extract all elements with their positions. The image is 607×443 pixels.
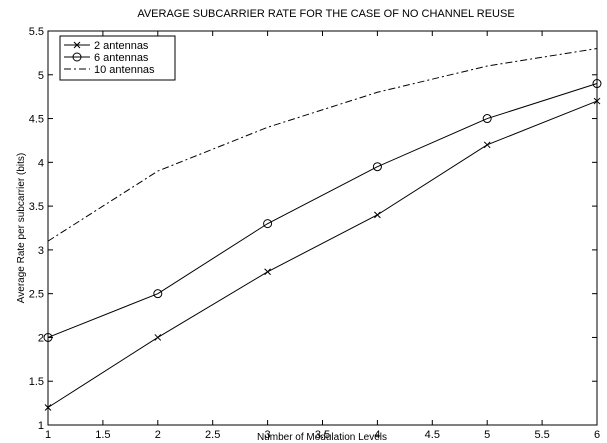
y-tick-label: 4 xyxy=(38,157,44,169)
x-tick-label: 3.5 xyxy=(315,429,330,441)
y-tick-label: 2.5 xyxy=(29,289,44,301)
legend-marker-1 xyxy=(72,52,82,62)
series-lines xyxy=(47,48,598,408)
y-tick-label: 3.5 xyxy=(29,201,44,213)
x-tick-label: 4 xyxy=(374,429,380,441)
series-markers xyxy=(43,79,602,411)
series-line-2 xyxy=(47,48,598,242)
legend-label-2: 10 antennas xyxy=(94,64,155,76)
series-line-0 xyxy=(47,100,598,408)
x-tick-label: 5.5 xyxy=(534,429,549,441)
x-tick-label: 3 xyxy=(265,429,271,441)
x-axis-label: Number of Modulation Levels xyxy=(257,432,387,443)
y-tick-label: 5.5 xyxy=(29,26,44,38)
data-point-1-0 xyxy=(43,332,53,342)
legend-marker-0 xyxy=(73,41,81,49)
x-tick-label: 6 xyxy=(594,429,600,441)
plot-frame xyxy=(47,30,598,426)
y-tick-label: 1.5 xyxy=(29,376,44,388)
data-point-1-2 xyxy=(263,219,273,229)
y-tick-label: 5 xyxy=(38,70,44,82)
x-tick-label: 1 xyxy=(45,429,51,441)
axis-ticks: 1 1.5 2 2.5 3 3.5 4 4.5 5 5.5 6 1 1.5 2 2.5 3 3.5 4 4.5 5 5.… xyxy=(29,26,600,441)
series-line-1 xyxy=(47,83,598,338)
data-point-0-2 xyxy=(264,268,271,276)
legend-label-1: 6 antennas xyxy=(94,52,149,64)
x-tick-label: 2 xyxy=(155,429,161,441)
y-tick-label: 3 xyxy=(38,245,44,257)
data-point-0-0 xyxy=(44,404,52,411)
y-tick-label: 1 xyxy=(38,420,44,432)
data-point-1-5 xyxy=(592,79,602,89)
data-point-0-4 xyxy=(483,141,491,149)
y-tick-label: 2 xyxy=(38,332,44,344)
data-point-0-5 xyxy=(593,97,601,105)
x-tick-label: 4.5 xyxy=(425,429,440,441)
data-point-1-3 xyxy=(372,162,382,172)
data-point-1-4 xyxy=(482,114,492,124)
data-point-0-1 xyxy=(154,334,162,341)
chart-title: AVERAGE SUBCARRIER RATE FOR THE CASE OF … xyxy=(137,8,514,20)
y-tick-label: 4.5 xyxy=(29,114,44,126)
x-tick-label: 1.5 xyxy=(95,429,110,441)
data-point-0-3 xyxy=(374,211,381,219)
y-axis-label: Average Rate per subcarrier (bits) xyxy=(16,153,27,303)
data-point-1-1 xyxy=(153,289,163,299)
legend-label-0: 2 antennas xyxy=(94,40,149,52)
x-tick-label: 5 xyxy=(484,429,490,441)
x-tick-label: 2.5 xyxy=(205,429,220,441)
